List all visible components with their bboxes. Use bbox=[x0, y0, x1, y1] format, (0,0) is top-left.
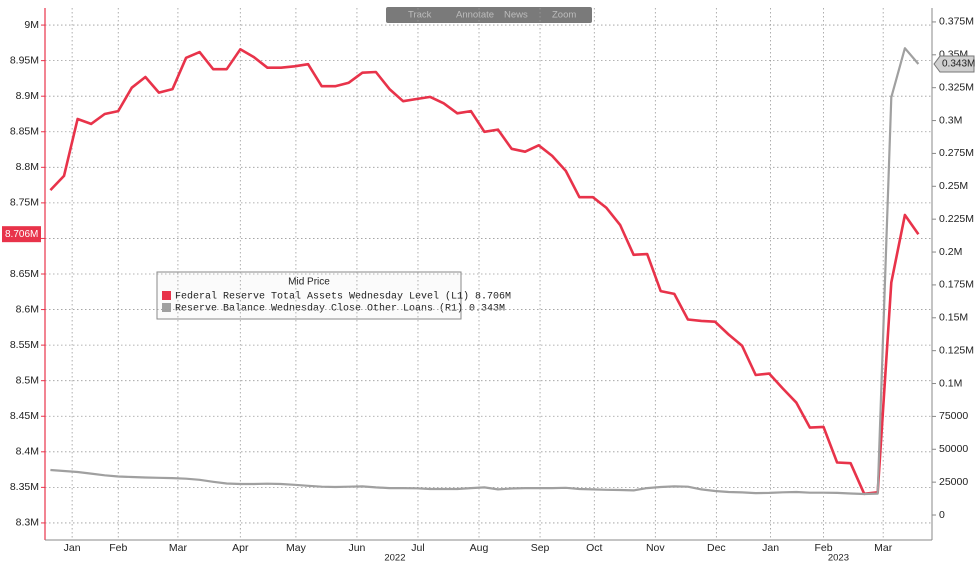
x-tick-label: Mar bbox=[169, 542, 188, 554]
y-tick-label: 8.3M bbox=[16, 517, 39, 529]
legend-label: Reserve Balance Wednesday Close Other Lo… bbox=[175, 303, 505, 315]
x-tick-label: Jan bbox=[64, 542, 81, 554]
y-tick-label: 8.75M bbox=[10, 197, 39, 209]
x-tick-label: Nov bbox=[646, 542, 665, 554]
y-tick-label: 8.4M bbox=[16, 446, 39, 458]
y2-tick-label: 0.1M bbox=[939, 377, 962, 389]
x-tick-label: Feb bbox=[109, 542, 127, 554]
y2-tick-label: 0.225M bbox=[939, 213, 974, 225]
y2-tick-label: 0 bbox=[939, 509, 945, 521]
legend-title: Mid Price bbox=[288, 277, 330, 288]
last-value-bg bbox=[2, 226, 41, 243]
y-tick-label: 8.95M bbox=[10, 54, 39, 66]
x-tick-label: Jul bbox=[411, 542, 424, 554]
y-tick-label: 9M bbox=[24, 19, 39, 31]
y2-tick-label: 25000 bbox=[939, 476, 968, 488]
y-tick-label: 8.6M bbox=[16, 303, 39, 315]
legend: Mid Price Federal Reserve Total Assets We… bbox=[156, 271, 511, 320]
x-tick-label: Dec bbox=[707, 542, 726, 554]
y2-tick-label: 0.175M bbox=[939, 279, 974, 291]
toolbar-button[interactable]: Zoom bbox=[552, 10, 576, 21]
legend-swatch bbox=[162, 291, 171, 300]
y2-tick-label: 0.3M bbox=[939, 114, 962, 126]
last-value-label: 0.343M bbox=[942, 59, 975, 70]
x-tick-label: Jan bbox=[762, 542, 779, 554]
y2-tick-label: 0.15M bbox=[939, 312, 968, 324]
y2-tick-label: 50000 bbox=[939, 443, 968, 455]
toolbar-bg bbox=[386, 7, 592, 23]
last-value-tag: 0.343M bbox=[933, 55, 975, 73]
y-tick-label: 8.35M bbox=[10, 481, 39, 493]
toolbar-button[interactable]: Track bbox=[408, 10, 432, 21]
legend-swatch bbox=[162, 303, 171, 312]
x-tick-label: Aug bbox=[470, 542, 489, 554]
y-tick-label: 8.45M bbox=[10, 410, 39, 422]
y-tick-label: 8.85M bbox=[10, 126, 39, 138]
x-tick-label: Apr bbox=[232, 542, 249, 554]
x-tick-label: Feb bbox=[814, 542, 832, 554]
x-tick-label: Oct bbox=[586, 542, 602, 554]
y-tick-label: 8.8M bbox=[16, 161, 39, 173]
y2-tick-label: 0.275M bbox=[939, 147, 974, 159]
y2-tick-label: 0.125M bbox=[939, 344, 974, 356]
year-label: 2023 bbox=[828, 553, 849, 563]
x-tick-label: Mar bbox=[874, 542, 893, 554]
year-label: 2022 bbox=[384, 553, 405, 563]
legend-label: Federal Reserve Total Assets Wednesday L… bbox=[175, 291, 511, 303]
y-tick-label: 8.9M bbox=[16, 90, 39, 102]
series-line bbox=[49, 48, 920, 496]
legend-box bbox=[156, 271, 462, 320]
y-tick-label: 8.65M bbox=[10, 268, 39, 280]
y2-tick-label: 0.2M bbox=[939, 246, 962, 258]
x-tick-label: Jun bbox=[348, 542, 365, 554]
last-value-tag: 8.706M bbox=[2, 226, 41, 243]
y-tick-label: 8.55M bbox=[10, 339, 39, 351]
x-tick-label: Sep bbox=[531, 542, 550, 554]
last-value-label: 8.706M bbox=[5, 229, 38, 240]
y-tick-label: 8.5M bbox=[16, 374, 39, 386]
toolbar-button[interactable]: Annotate bbox=[456, 10, 494, 21]
y2-tick-label: 75000 bbox=[939, 410, 968, 422]
toolbar-button[interactable]: News bbox=[504, 10, 528, 21]
last-value-bg bbox=[933, 55, 975, 73]
y2-tick-label: 0.25M bbox=[939, 180, 968, 192]
x-tick-label: May bbox=[286, 542, 307, 554]
y2-tick-label: 0.375M bbox=[939, 16, 974, 28]
series-line bbox=[50, 47, 920, 496]
toolbar: Track Annotate News Zoom bbox=[386, 7, 592, 23]
y2-tick-label: 0.325M bbox=[939, 81, 974, 93]
